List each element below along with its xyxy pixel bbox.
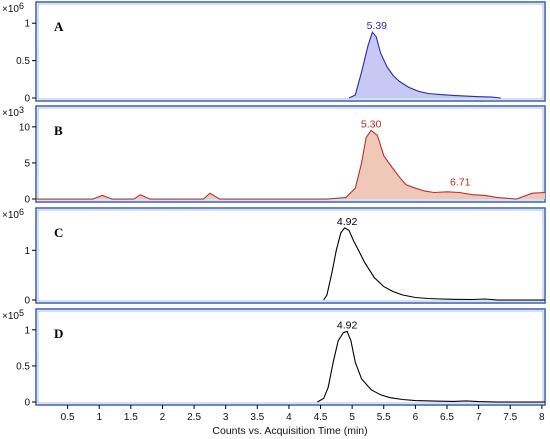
peak-label: 4.92 [337,216,358,228]
y-multiplier: ×106 [2,207,24,221]
series-line [348,31,501,99]
x-tick-label: 1 [96,412,102,423]
x-tick-label: 5 [349,412,355,423]
y-tick-label: 0 [24,296,30,307]
y-tick-label: 0 [24,398,30,409]
series-area [36,130,545,199]
series-area [349,32,501,99]
panel-frame [35,308,546,406]
multiplier-exponent: 3 [19,105,24,115]
x-tick-label: 4.5 [314,412,328,423]
x-tick-label: 2.5 [187,412,201,423]
panel-inner-frame [37,209,544,302]
x-tick-label: 6.5 [440,412,454,423]
panel-letter: B [54,123,63,138]
series-line [317,330,545,403]
panel-frame [35,1,546,102]
multiplier-exponent: 6 [19,1,24,11]
x-tick-label: 7.5 [503,412,517,423]
y-tick-label: 0 [24,94,30,105]
panel-letter: D [54,326,63,341]
series-line [323,227,545,301]
peak-label: 4.92 [337,319,358,331]
x-tick-label: 1.5 [124,412,138,423]
y-multiplier: ×103 [2,105,24,119]
y-tick-label: 1 [24,325,30,336]
x-tick-label: 4 [286,412,292,423]
panel-letter: C [54,225,63,240]
multiplier-exponent: 5 [19,308,24,318]
multiplier-base: ×10 [2,210,19,221]
panel-letter: A [54,19,64,34]
peak-label-secondary: 6.71 [450,176,471,188]
panel-frame [35,105,546,203]
y-tick-label: 5 [24,158,30,169]
panel-frame [35,207,546,304]
y-tick-label: 0 [24,195,30,206]
y-tick-label: 1 [24,19,30,30]
x-tick-label: 5.5 [377,412,391,423]
x-tick-label: 3.5 [250,412,264,423]
peak-label: 5.30 [361,118,382,130]
x-tick-label: 6 [413,412,419,423]
y-tick-label: 0.5 [16,361,30,372]
y-multiplier: ×105 [2,308,24,322]
multiplier-base: ×10 [2,108,19,119]
peak-label: 5.39 [367,20,388,32]
multiplier-base: ×10 [2,311,19,322]
multiplier-base: ×10 [2,4,19,15]
series-line [36,129,546,200]
y-tick-label: 10 [19,122,31,133]
y-tick-label: 0.5 [16,56,30,67]
x-tick-label: 3 [223,412,229,423]
x-tick-label: 8 [539,412,545,423]
x-tick-label: 2 [160,412,166,423]
panel-inner-frame [37,310,544,404]
x-axis-label: Counts vs. Acquisition Time (min) [212,425,367,437]
x-tick-label: 7 [476,412,482,423]
panel-inner-frame [37,3,544,100]
y-tick-label: 1 [24,246,30,257]
x-tick-label: 0.5 [61,412,75,423]
multiplier-exponent: 6 [19,207,24,217]
panel-inner-frame [37,107,544,201]
y-multiplier: ×106 [2,1,24,15]
